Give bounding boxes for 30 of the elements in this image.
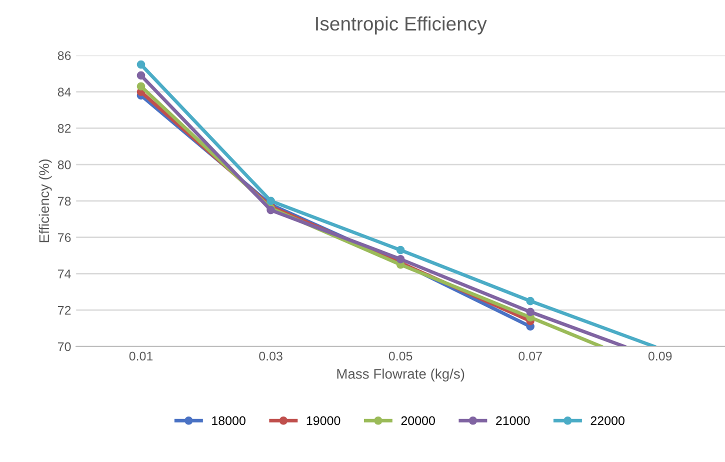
point [136,82,146,91]
x-tick-label: 0.09 [648,352,672,361]
point [396,246,405,254]
y-tick-label: 78 [58,196,71,206]
point [136,71,146,80]
y-tick-label: 86 [58,51,71,60]
point [526,308,535,316]
y-tick-label: 72 [58,306,71,315]
x-tick-label: 0.07 [518,352,542,361]
y-tick-label: 80 [58,160,71,170]
point [136,60,146,69]
y-tick-label: 76 [58,233,71,242]
legend-label: 19000 [306,416,340,426]
point [396,255,405,264]
chart-title: Isentropic Efficiency [316,16,487,34]
legend-label: 22000 [590,416,624,426]
y-tick-label: 70 [58,342,71,352]
legend-label: 18000 [212,416,246,426]
x-tick-label: 0.03 [259,352,282,361]
y-tick-label: 74 [58,270,71,278]
x-tick-label: 0.01 [129,352,153,361]
y-tick-label: 82 [58,124,71,133]
point [526,296,535,306]
x-tick-label: 0.05 [388,352,412,361]
y-axis-title: Efficiency (%) [38,160,52,242]
x-axis-title: Mass Flowrate (kg/s) [337,368,464,382]
point [266,196,275,206]
legend-label: 20000 [401,416,435,426]
y-tick-label: 84 [58,88,71,96]
legend-label: 21000 [496,416,530,426]
